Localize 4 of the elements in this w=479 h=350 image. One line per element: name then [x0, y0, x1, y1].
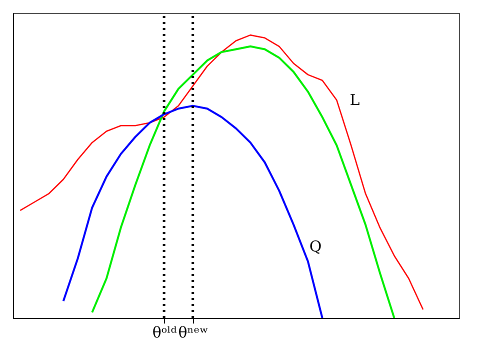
- x-tick-label: θᵒˡᵈ: [152, 324, 177, 342]
- x-tick-label: θⁿᵉʷ: [178, 324, 209, 342]
- series-label: L: [350, 91, 360, 110]
- series-label: Q: [309, 238, 322, 256]
